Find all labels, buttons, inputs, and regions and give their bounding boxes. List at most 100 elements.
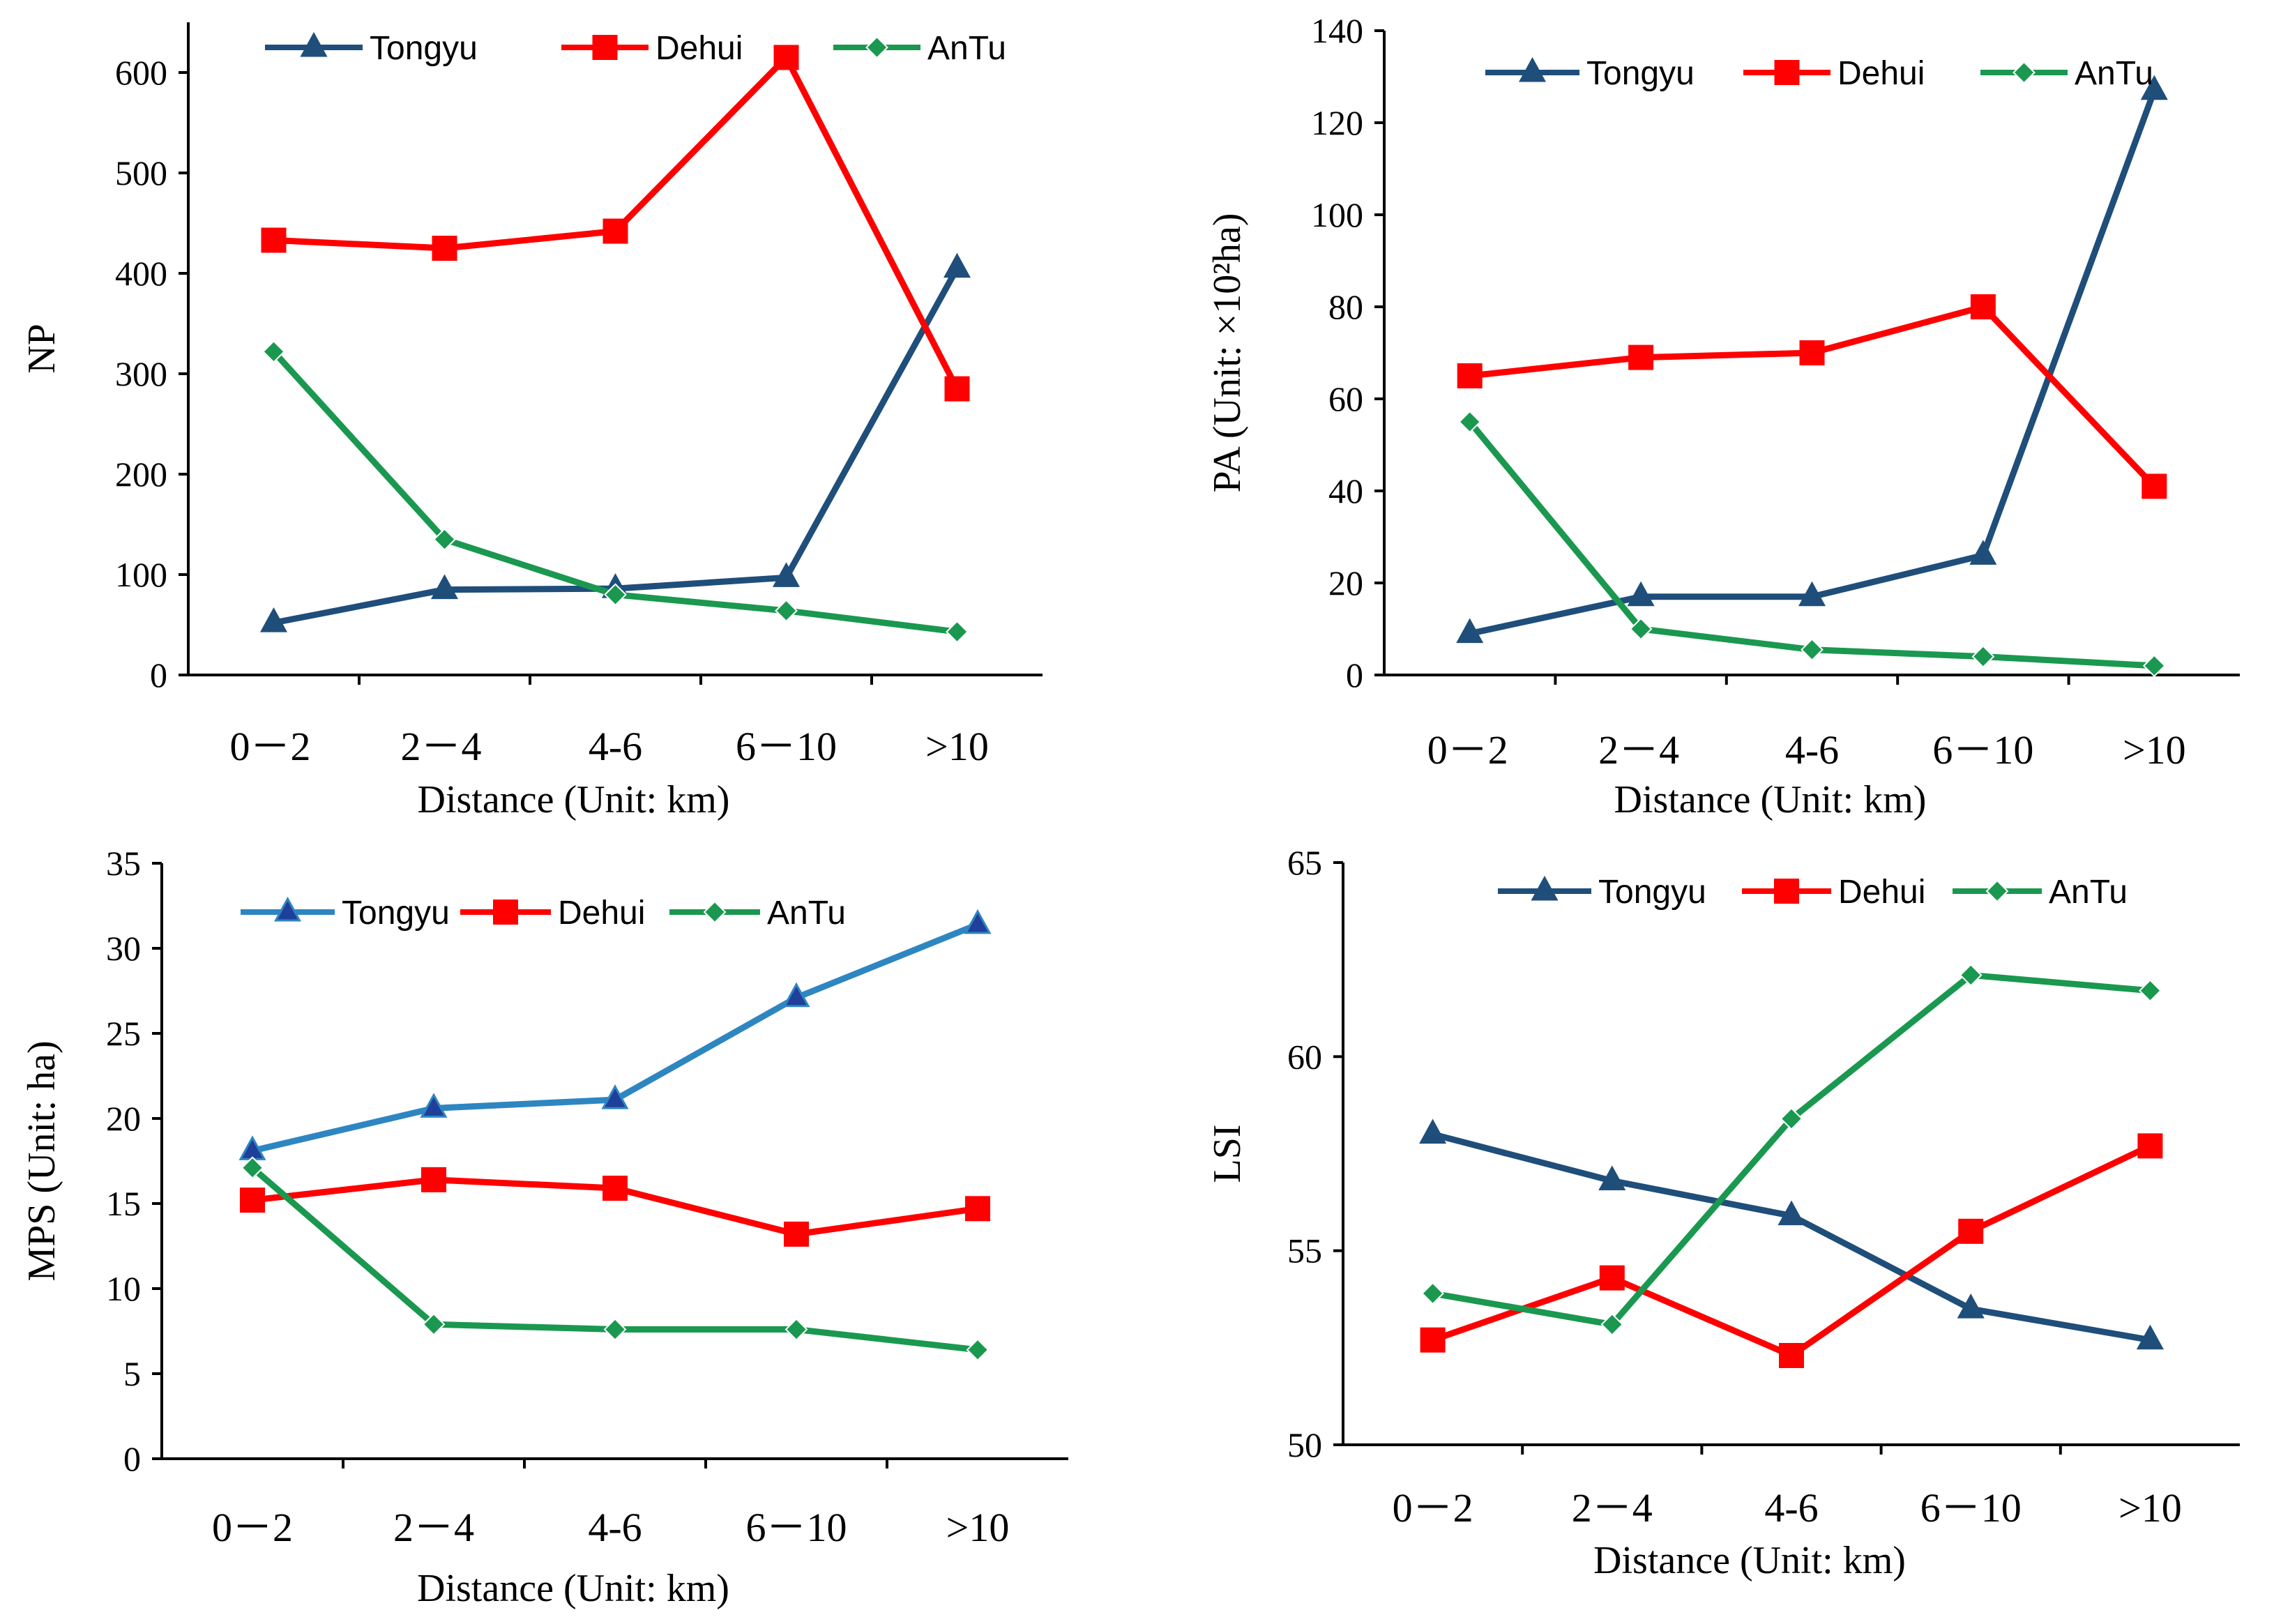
pa-tongyu-point [1456,618,1484,644]
lsi-tongyu-point [1957,1293,1985,1319]
lsi-chart: 50 55 60 65 0－2 2－4 4-6 6－10 >10 Distance (Unit: … [1206,843,2240,1582]
lsi-antu-point [2138,979,2162,1003]
pa-y-tick-label: 80 [1328,287,1363,326]
pa-antu-point [1801,638,1824,662]
lsi-antu-point [1421,1282,1445,1305]
lsi-y-tick-label: 60 [1287,1037,1322,1076]
lsi-antu-point [1600,1313,1624,1336]
mps-x-tick-label: >10 [946,1505,1010,1550]
mps-y-tick-label: 0 [123,1439,141,1478]
mps-legend-antu-marker [703,900,727,924]
pa-y-tick-label: 100 [1311,195,1363,234]
mps-y-tick-label: 10 [106,1269,141,1308]
lsi-antu-line [1430,971,2153,1328]
np-tongyu-line [271,265,960,626]
pa-dehui-point [1799,340,1825,365]
np-dehui-point [261,227,287,253]
lsi-y-axis-title: LSI [1206,1125,1249,1183]
mps-antu-point [422,1312,446,1336]
lsi-dehui-point [1779,1342,1804,1368]
mps-antu-point [966,1338,990,1362]
lsi-dehui-point [1420,1327,1446,1353]
np-dehui-point [602,218,628,244]
pa-chart: 0 20 40 60 80 100 120 140 0－2 2－4 4-6 6－10 >10 Distan… [1206,11,2240,821]
pa-y-tick-label: 120 [1311,103,1363,142]
pa-x-tick-label: 2－4 [1598,727,1679,773]
mps-x-tick-label: 4-6 [588,1505,642,1550]
pa-y-tick-label: 60 [1328,379,1363,418]
mps-x-tick-label: 2－4 [393,1505,474,1550]
lsi-legend-antu-label: AnTu [2049,874,2128,911]
np-antu-point [433,528,456,552]
np-y-tick-label: 400 [115,254,167,293]
lsi-legend-tongyu-label: Tongyu [1598,874,1706,911]
np-tongyu-point [943,252,971,278]
pa-y-tick-label: 140 [1311,11,1363,50]
pa-antu-line [1466,418,2158,669]
pa-x-tick-label: >10 [2123,727,2186,773]
mps-dehui-point [965,1196,990,1222]
pa-legend-antu-label: AnTu [2075,55,2153,92]
pa-legend-dehui-label: Dehui [1837,55,1925,92]
lsi-dehui-point [1599,1265,1625,1291]
mps-dehui-point [421,1167,446,1192]
lsi-legend-dehui-label: Dehui [1838,874,1925,911]
mps-y-tick-label: 20 [106,1099,141,1138]
np-antu-point [604,583,627,607]
mps-antu-point [241,1156,264,1180]
np-legend-antu-marker [865,36,888,59]
mps-y-tick-label: 5 [123,1354,141,1393]
np-dehui-point [432,236,457,261]
mps-antu-point [784,1318,808,1341]
mps-x-tick-label: 6－10 [745,1505,847,1550]
pa-legend-tongyu-label: Tongyu [1586,55,1695,92]
np-antu-point [262,340,285,363]
mps-legend-dehui-marker [493,900,518,925]
lsi-x-tick-label: 0－2 [1393,1485,1473,1531]
lsi-tongyu-point [1419,1118,1447,1144]
lsi-antu-point [1959,964,1983,987]
np-x-tick-label: 2－4 [400,724,481,769]
pa-legend-tongyu-marker [1518,56,1547,82]
pa-y-tick-label: 40 [1328,471,1363,510]
mps-legend-dehui-label: Dehui [558,895,645,932]
pa-dehui-point [1628,344,1654,370]
mps-y-tick-label: 15 [106,1184,141,1223]
lsi-y-tick-label: 55 [1287,1231,1322,1270]
np-legend-antu-label: AnTu [927,30,1006,67]
mps-x-axis-title: Distance (Unit: km) [417,1567,729,1610]
pa-y-axis-title: PA (Unit: ×10²ha) [1206,213,1249,493]
lsi-x-tick-label: >10 [2118,1485,2182,1531]
pa-antu-point [1971,645,1995,669]
mps-x-tick-label: 0－2 [212,1505,293,1550]
np-y-tick-label: 300 [115,354,167,393]
np-dehui-point [944,376,970,402]
np-tongyu-point [259,607,288,632]
lsi-dehui-point [2137,1133,2163,1159]
mps-tongyu_light-point [420,1093,448,1118]
pa-dehui-point [1970,294,1996,319]
np-tongyu-point [772,562,801,587]
np-antu-point [946,620,969,644]
lsi-legend-dehui-marker [1774,879,1799,904]
pa-x-tick-label: 4-6 [1785,727,1839,773]
pa-antu-point [1629,617,1653,641]
mps-y-tick-label: 30 [106,929,141,968]
mps-y-axis-title: MPS (Unit: ha) [20,1040,63,1281]
lsi-legend-antu-marker [1985,879,2009,903]
pa-y-tick-label: 0 [1346,655,1363,695]
np-x-tick-label: >10 [925,724,989,769]
mps-legend-tongyu_light-label: Tongyu [342,895,450,932]
pa-tongyu-point [2140,75,2168,100]
lsi-antu-point [1780,1107,1803,1130]
pa-legend-antu-marker [2013,61,2036,84]
np-legend-tongyu-label: Tongyu [370,30,478,67]
pa-x-axis-title: Distance (Unit: km) [1614,778,1927,821]
mps-tongyu_light-line [249,921,981,1154]
pa-antu-point [2142,654,2166,678]
lsi-tongyu-point [1598,1165,1626,1190]
pa-dehui-point [1457,363,1483,388]
np-x-tick-label: 0－2 [229,724,310,769]
mps-tongyu_light-point [782,982,810,1008]
